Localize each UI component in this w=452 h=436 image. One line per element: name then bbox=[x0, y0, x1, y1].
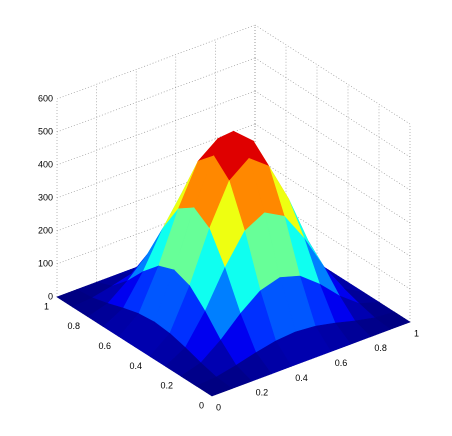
x-tick-label: 0.6 bbox=[335, 358, 348, 368]
z-tick-label: 400 bbox=[38, 159, 53, 169]
x-tick-label: 0.8 bbox=[374, 343, 387, 353]
z-grid-line bbox=[254, 123, 411, 224]
z-grid-line bbox=[56, 57, 256, 133]
y-tick-label: 0.8 bbox=[67, 321, 80, 331]
z-tick-label: 300 bbox=[38, 192, 53, 202]
y-tick-label: 0.4 bbox=[129, 361, 142, 371]
x-tick-label: 0 bbox=[216, 402, 221, 412]
y-tick-label: 0.2 bbox=[160, 381, 173, 391]
z-grid-line bbox=[254, 57, 411, 158]
z-grid-line bbox=[254, 24, 411, 125]
z-tick-label: 200 bbox=[38, 225, 53, 235]
y-tick-label: 0.6 bbox=[98, 341, 111, 351]
x-tick-label: 0.4 bbox=[295, 373, 308, 383]
z-grid-line bbox=[254, 156, 411, 257]
z-tick-label: 500 bbox=[38, 126, 53, 136]
z-grid-line bbox=[56, 189, 256, 265]
z-tick-label: 0 bbox=[48, 291, 53, 301]
surface-patch bbox=[195, 376, 233, 397]
z-grid-line bbox=[56, 123, 256, 199]
z-grid-line bbox=[254, 90, 411, 191]
z-grid-line bbox=[56, 156, 256, 232]
z-tick-label: 600 bbox=[38, 93, 53, 103]
z-tick-label: 100 bbox=[38, 258, 53, 268]
x-tick-label: 0.2 bbox=[256, 388, 269, 398]
y-tick-label: 0 bbox=[199, 400, 204, 410]
x-tick-label: 1 bbox=[414, 328, 419, 338]
z-grid-line bbox=[56, 24, 256, 100]
z-grid-line bbox=[56, 90, 256, 166]
y-tick-label: 1 bbox=[44, 301, 49, 311]
